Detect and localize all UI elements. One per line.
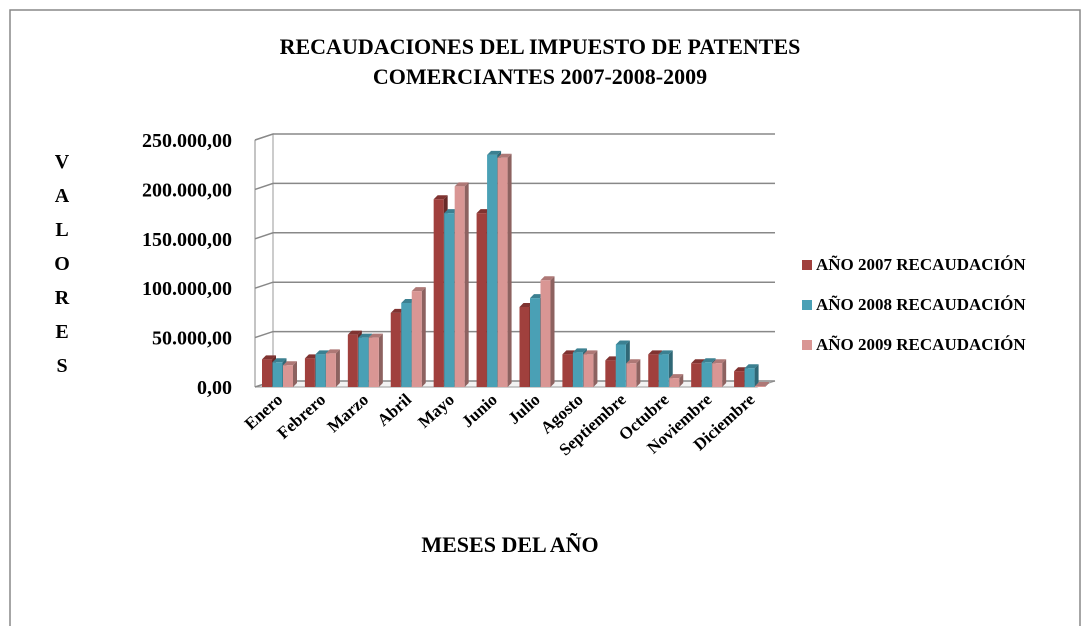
bar [283, 365, 293, 387]
bar-top [615, 340, 630, 345]
bar-top [626, 359, 641, 364]
bar [347, 334, 358, 387]
bar-top [572, 348, 587, 353]
bar [572, 352, 583, 387]
bar [325, 353, 336, 387]
legend-label: AÑO 2007 RECAUDACIÓN [816, 255, 1026, 274]
bar-side [679, 374, 684, 387]
bar-side [293, 361, 297, 387]
bar [744, 368, 755, 387]
bar-top [347, 330, 362, 335]
bar-top [701, 358, 716, 363]
bar-side [421, 287, 426, 387]
bar [358, 337, 369, 387]
bar-top [433, 195, 448, 200]
bar-top [712, 359, 727, 364]
bar [562, 354, 573, 387]
bar [411, 291, 422, 387]
bar [755, 386, 766, 387]
bar-top [283, 361, 297, 366]
bar-side [593, 350, 598, 387]
bar [626, 363, 637, 387]
bar-side [335, 349, 340, 387]
bar [272, 362, 283, 387]
bar [454, 186, 465, 387]
bar-top [487, 150, 502, 155]
bar-side [754, 364, 759, 387]
bar [433, 199, 444, 387]
bar-side [507, 153, 512, 387]
bar-top [540, 276, 555, 281]
bar-top [368, 333, 383, 338]
x-axis-title: MESES DEL AÑO [421, 532, 598, 557]
legend-label: AÑO 2009 RECAUDACIÓN [816, 335, 1026, 354]
bar [401, 303, 412, 387]
bar-top [315, 350, 330, 355]
bar [615, 344, 626, 387]
y-tick-label: 100.000,00 [142, 278, 232, 300]
bar [444, 213, 455, 387]
bar-top [325, 349, 340, 354]
bar [691, 363, 702, 387]
bar-top [272, 358, 287, 363]
bar [262, 359, 272, 387]
bar-top [669, 374, 684, 379]
bar [658, 354, 669, 387]
bar [583, 354, 594, 387]
legend-label: AÑO 2008 RECAUDACIÓN [816, 295, 1026, 314]
bar-side [636, 359, 641, 387]
bar [487, 154, 498, 387]
bar-top [755, 382, 770, 387]
y-tick-label: 200.000,00 [142, 179, 232, 201]
y-tick-label: 250.000,00 [142, 130, 232, 152]
grid-line [254, 182, 775, 191]
bar-side [378, 333, 383, 387]
bar [530, 298, 540, 387]
bar [368, 337, 379, 387]
bar [712, 363, 723, 387]
legend-swatch [802, 260, 812, 270]
bar-side [722, 359, 727, 387]
grid-line [254, 330, 775, 339]
y-tick-label: 50.000,00 [152, 328, 232, 350]
bar [701, 362, 712, 387]
grid-line [254, 133, 775, 141]
bar-top [583, 350, 598, 355]
bar-top [358, 333, 373, 338]
bar-top [454, 182, 469, 187]
bar-top [648, 350, 663, 355]
bar [734, 371, 745, 387]
bar [390, 312, 401, 387]
bar [497, 157, 508, 387]
bar [519, 306, 530, 387]
legend-swatch [802, 300, 812, 310]
bar-top [411, 287, 426, 292]
bar [476, 213, 487, 387]
bar-top [691, 359, 706, 364]
bar [304, 358, 315, 387]
chart-title: RECAUDACIONES DEL IMPUESTO DE PATENTES [280, 34, 801, 59]
y-tick-label: 150.000,00 [142, 229, 232, 251]
y-tick-label: 0,00 [197, 377, 232, 399]
bar [669, 378, 680, 387]
bar [605, 360, 616, 387]
bar-side [765, 382, 770, 387]
chart-title: COMERCIANTES 2007-2008-2009 [373, 64, 707, 89]
bar [315, 354, 326, 387]
grid-line [254, 232, 775, 240]
grid-line [254, 281, 775, 289]
bar-top [262, 355, 276, 360]
bar-side [464, 182, 469, 387]
bar-top [744, 364, 759, 369]
legend-swatch [802, 340, 812, 350]
bar [648, 354, 659, 387]
bar-side [550, 276, 555, 387]
bar-top [497, 153, 512, 158]
bar [540, 280, 551, 387]
bar-top [658, 350, 673, 355]
